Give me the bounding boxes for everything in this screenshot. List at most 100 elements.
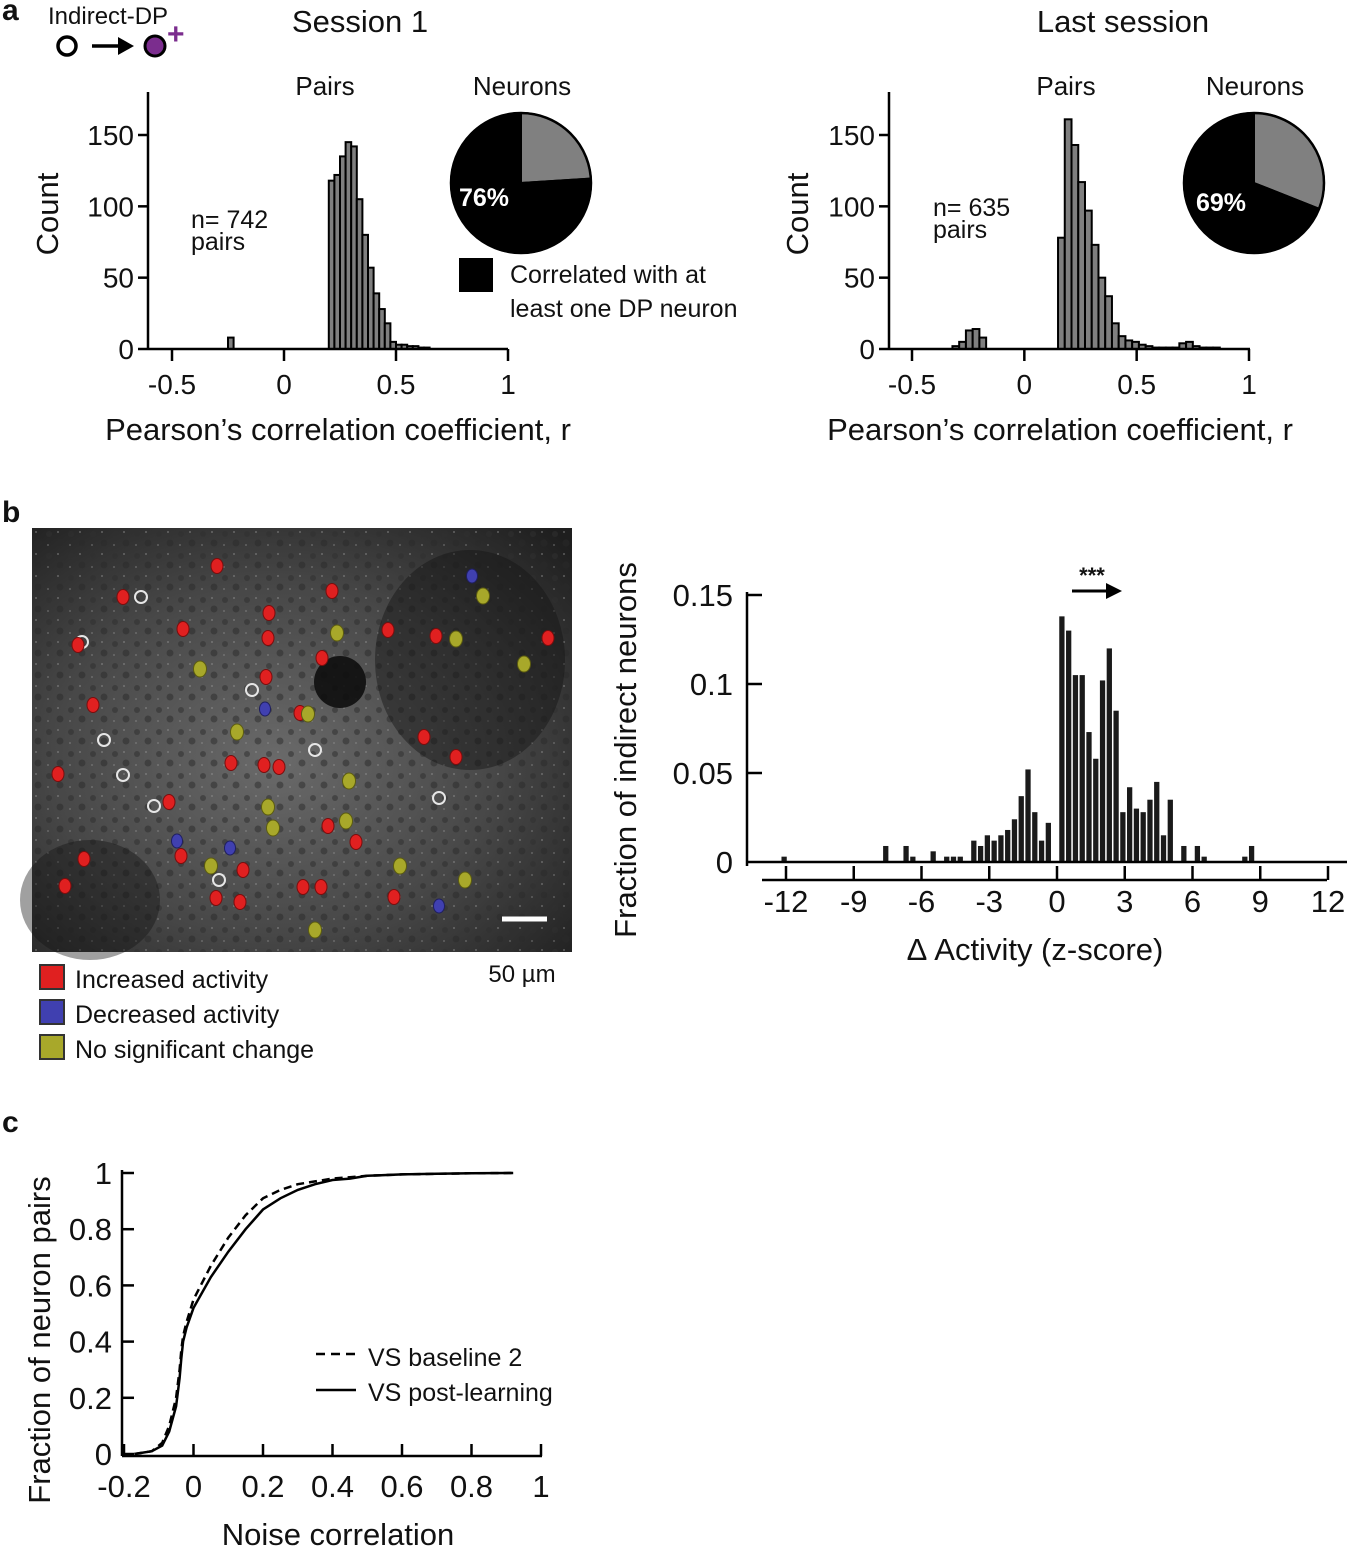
y-axis-label: Count (780, 172, 815, 255)
roi-increased (116, 589, 130, 605)
right-arrow-icon (1072, 583, 1122, 599)
bars-group (227, 141, 431, 351)
histogram-bar (1154, 781, 1160, 862)
legend-line-2: least one DP neuron (510, 295, 737, 323)
x-tick-label: 0.5 (377, 369, 416, 400)
roi-increased (86, 697, 100, 713)
cell-outline (97, 733, 111, 747)
pie-outline (449, 111, 593, 255)
y-tick-label: 1 (95, 1156, 112, 1191)
histogram-bar (957, 856, 963, 862)
roi-increased (325, 583, 339, 599)
cell-outline (432, 791, 446, 805)
histogram-bar (998, 835, 1004, 862)
roi-increased (209, 890, 223, 906)
roi-increased (387, 889, 401, 905)
x-tick-label: 0.2 (241, 1469, 284, 1504)
y-axis-label: Count (30, 172, 65, 255)
histogram-bar (971, 328, 981, 351)
x-tick-label: 1 (1241, 369, 1257, 400)
histogram-bar (1077, 181, 1086, 350)
roi-increased (233, 894, 247, 910)
y-ticks: 0 50 100 150 (828, 120, 889, 365)
legend-label-decreased: Decreased activity (75, 1001, 280, 1029)
histogram-bar (883, 845, 889, 862)
cell-outline (147, 799, 161, 813)
histogram-bar (910, 856, 916, 862)
histogram-bar (1097, 276, 1107, 350)
histogram-bar (1181, 845, 1187, 862)
pie-title: Neurons (1206, 71, 1304, 101)
y-tick-label: 0.6 (69, 1268, 112, 1303)
y-tick-label: 0.05 (673, 756, 733, 791)
histogram-bar (964, 329, 974, 351)
chart-subtitle: Pairs (1036, 71, 1095, 101)
pie-percent-label: 69% (1196, 189, 1246, 217)
chart-c-cdf: 00.20.40.60.81 -0.2 0 0.2 0.4 0.6 0.8 1 Fracti… (22, 1156, 553, 1547)
histogram-bar (1086, 732, 1092, 862)
roi-increased (314, 879, 328, 895)
legend-swatch-increased (39, 964, 65, 990)
legend-label-no-change: No significant change (75, 1036, 314, 1064)
roi-no-change (261, 798, 275, 816)
histogram-bar (1113, 710, 1119, 862)
histogram-bar (1194, 845, 1201, 862)
histogram-bar (971, 840, 977, 862)
histogram-bar (1160, 835, 1167, 862)
legend-swatch-correlated (459, 258, 493, 292)
roi-increased (174, 848, 188, 864)
histogram-bar (1025, 769, 1031, 862)
cell-outline (212, 873, 226, 887)
y-tick-label: 0.4 (69, 1325, 112, 1360)
histogram-bar (1120, 812, 1126, 862)
y-tick-label: 0 (859, 334, 875, 365)
roi-increased (262, 605, 276, 621)
roi-no-change (449, 630, 463, 648)
y-axis-label: Fraction of indirect neurons (608, 562, 643, 938)
roi-no-change (339, 812, 353, 830)
histogram-bar (978, 336, 988, 351)
y-tick-label: 0.1 (690, 667, 733, 702)
chart-a-session1: Session 1 Pairs 0 50 100 150 -0.5 0 0.5 1 Coun… (30, 4, 737, 447)
plus-icon: + (167, 18, 185, 51)
panel-letter-a: a (2, 0, 19, 27)
x-tick-label: 1 (532, 1469, 549, 1504)
chart-b-histogram: 0 0.05 0.1 0.15 -12 -9 -6 -3 0 3 6 9 12 Fraction of… (608, 562, 1347, 967)
roi-increased (58, 878, 72, 894)
histogram-bar (1045, 822, 1051, 862)
cell-outline (245, 683, 259, 697)
histogram-bar (1083, 209, 1093, 350)
y-ticks: 0 50 100 150 (87, 120, 148, 365)
cell-outline (116, 768, 130, 782)
roi-increased (272, 759, 286, 775)
x-axis-label: Pearson’s correlation coefficient, r (105, 412, 571, 447)
roi-increased (71, 637, 85, 653)
histogram-bar (1038, 840, 1045, 862)
histogram-bar (1057, 236, 1066, 350)
bars-group (781, 616, 1255, 862)
histogram-bar (1242, 856, 1248, 862)
histogram-bar (1110, 322, 1120, 351)
y-tick-label: 0 (716, 845, 733, 880)
n-annotation: n= 635 (933, 194, 1010, 222)
roi-no-change (330, 624, 344, 642)
x-tick-label: 0 (1048, 884, 1065, 919)
x-tick-label: -0.5 (148, 369, 196, 400)
roi-increased (261, 630, 275, 646)
y-axis-label: Fraction of neuron pairs (22, 1176, 57, 1503)
y-ticks: 0 0.05 0.1 0.15 (673, 578, 762, 880)
x-tick-label: 9 (1252, 884, 1269, 919)
chart-title: Last session (1037, 4, 1209, 39)
y-ticks: 0 0.2 0.4 0.6 0.8 1 (69, 1156, 134, 1472)
pie-outline (1182, 111, 1326, 255)
roi-no-change (476, 587, 490, 605)
histogram-bar (1133, 808, 1140, 862)
histogram-bar (1018, 796, 1024, 862)
dark-vessel (314, 656, 366, 708)
x-tick-label: -12 (764, 884, 809, 919)
roi-increased (236, 862, 250, 878)
legend-swatch-no-change (39, 1034, 65, 1060)
roi-increased (224, 755, 238, 771)
pie-title: Neurons (473, 71, 571, 101)
